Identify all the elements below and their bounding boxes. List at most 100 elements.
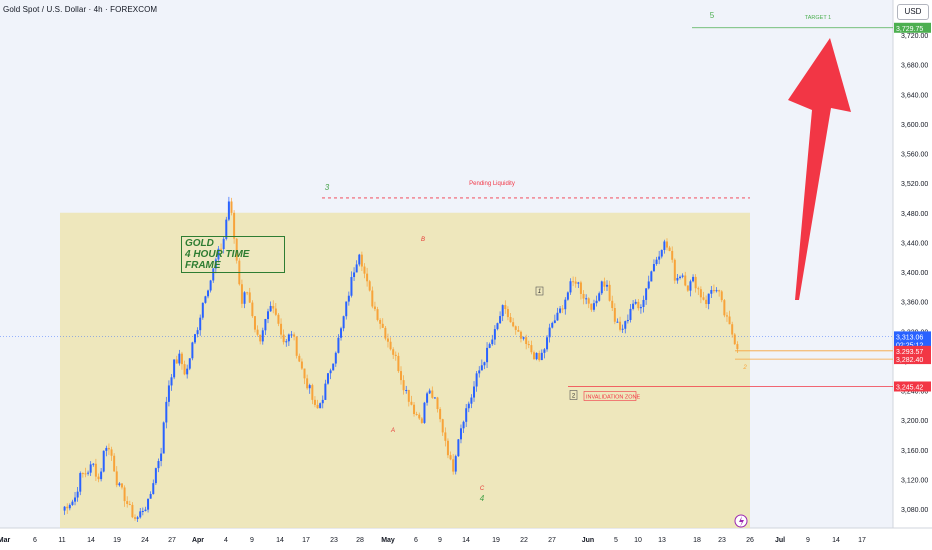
- price-tag-value: 3,245.42: [896, 384, 923, 391]
- candle-body: [212, 268, 215, 281]
- x-tick-label: 14: [87, 537, 95, 544]
- candle-body: [546, 337, 549, 350]
- price-tag: [894, 22, 931, 33]
- candle-body: [527, 344, 530, 346]
- x-tick-label: 14: [462, 537, 470, 544]
- candle-body: [538, 352, 541, 361]
- candle-body: [134, 517, 137, 519]
- x-tick-label: Jul: [775, 537, 785, 544]
- candle-body: [87, 472, 90, 474]
- candle-body: [204, 296, 207, 303]
- candle-body: [290, 334, 293, 336]
- candle-body: [540, 352, 543, 361]
- x-tick-label: 11: [58, 537, 65, 544]
- x-tick-label: 17: [858, 537, 866, 544]
- candle-body: [253, 316, 256, 330]
- x-tick-label: 9: [438, 537, 442, 544]
- y-tick-label: 3,600.00: [901, 122, 928, 129]
- candle-body: [603, 281, 606, 287]
- candle-body: [274, 308, 277, 315]
- candle-body: [175, 359, 178, 364]
- x-tick-label: Mar: [0, 537, 10, 544]
- candle-body: [94, 463, 97, 477]
- x-tick-label: 4: [224, 537, 228, 544]
- candle-body: [400, 371, 402, 381]
- candle-body: [149, 494, 152, 499]
- candle-body: [566, 292, 569, 300]
- candle-body: [220, 248, 223, 250]
- candle-body: [147, 498, 150, 510]
- candle-body: [509, 317, 512, 323]
- candle-body: [621, 328, 624, 330]
- price-tag: [894, 331, 931, 350]
- candle-body: [209, 280, 212, 291]
- candle-body: [141, 510, 144, 512]
- candle-body: [355, 264, 358, 273]
- candle-body: [376, 309, 379, 320]
- candle-body: [233, 212, 236, 239]
- candle-body: [686, 285, 689, 291]
- candle-body: [731, 324, 734, 335]
- timeframe-annotation: GOLD 4 HOUR TIME FRAME: [181, 236, 285, 273]
- candle-body: [170, 377, 173, 386]
- candle-body: [707, 293, 710, 305]
- price-tag-value: 3,313.06: [896, 334, 923, 341]
- price-tag: [894, 381, 931, 392]
- candle-body: [590, 303, 593, 310]
- x-tick-label: 28: [356, 537, 364, 544]
- candle-body: [444, 432, 447, 441]
- candle-body: [535, 352, 538, 360]
- y-tick-label: 3,360.00: [901, 300, 928, 307]
- candle-body: [517, 329, 520, 332]
- candle-body: [259, 334, 262, 342]
- candle-body: [579, 282, 582, 294]
- candle-body: [118, 483, 121, 486]
- x-tick-label: May: [381, 537, 395, 544]
- candle-body: [313, 399, 316, 405]
- candle-body: [368, 281, 371, 291]
- candle-body: [131, 504, 134, 518]
- candle-body: [428, 390, 431, 394]
- candle-body: [152, 483, 155, 495]
- candle-body: [720, 291, 723, 301]
- candle-body: [358, 254, 361, 265]
- x-tick-label: 5: [614, 537, 618, 544]
- candle-body: [736, 344, 739, 350]
- candle-body: [532, 352, 535, 360]
- candle-body: [272, 305, 275, 309]
- candle-body: [285, 341, 288, 343]
- candle-body: [488, 344, 491, 348]
- x-tick-label: Apr: [192, 537, 204, 544]
- target-label: TARGET 1: [805, 15, 831, 21]
- candle-body: [306, 378, 309, 389]
- candle-body: [551, 322, 554, 328]
- candle-body: [277, 314, 280, 324]
- x-tick-label: 27: [548, 537, 556, 544]
- candle-body: [652, 264, 655, 272]
- candle-body: [478, 370, 481, 374]
- candle-body: [243, 292, 246, 304]
- y-tick-label: 3,720.00: [901, 33, 928, 40]
- candle-body: [671, 250, 674, 260]
- candle-body: [439, 409, 442, 420]
- y-tick-label: 3,560.00: [901, 152, 928, 159]
- y-tick-label: 3,160.00: [901, 448, 928, 455]
- consolidation-zone: [60, 212, 750, 528]
- candle-body: [418, 414, 421, 419]
- candle-body: [647, 281, 650, 289]
- price-axis-pane: [893, 0, 932, 528]
- candle-body: [486, 347, 489, 363]
- candle-body: [473, 386, 476, 398]
- candle-body: [107, 447, 110, 450]
- currency-selector[interactable]: USD: [897, 4, 929, 20]
- candle-body: [68, 504, 71, 509]
- candle-body: [235, 238, 238, 261]
- candle-body: [128, 503, 131, 505]
- candle-body: [426, 393, 429, 403]
- candle-body: [519, 331, 522, 339]
- candle-body: [420, 418, 423, 423]
- candle-body: [381, 323, 384, 328]
- candle-body: [705, 299, 708, 305]
